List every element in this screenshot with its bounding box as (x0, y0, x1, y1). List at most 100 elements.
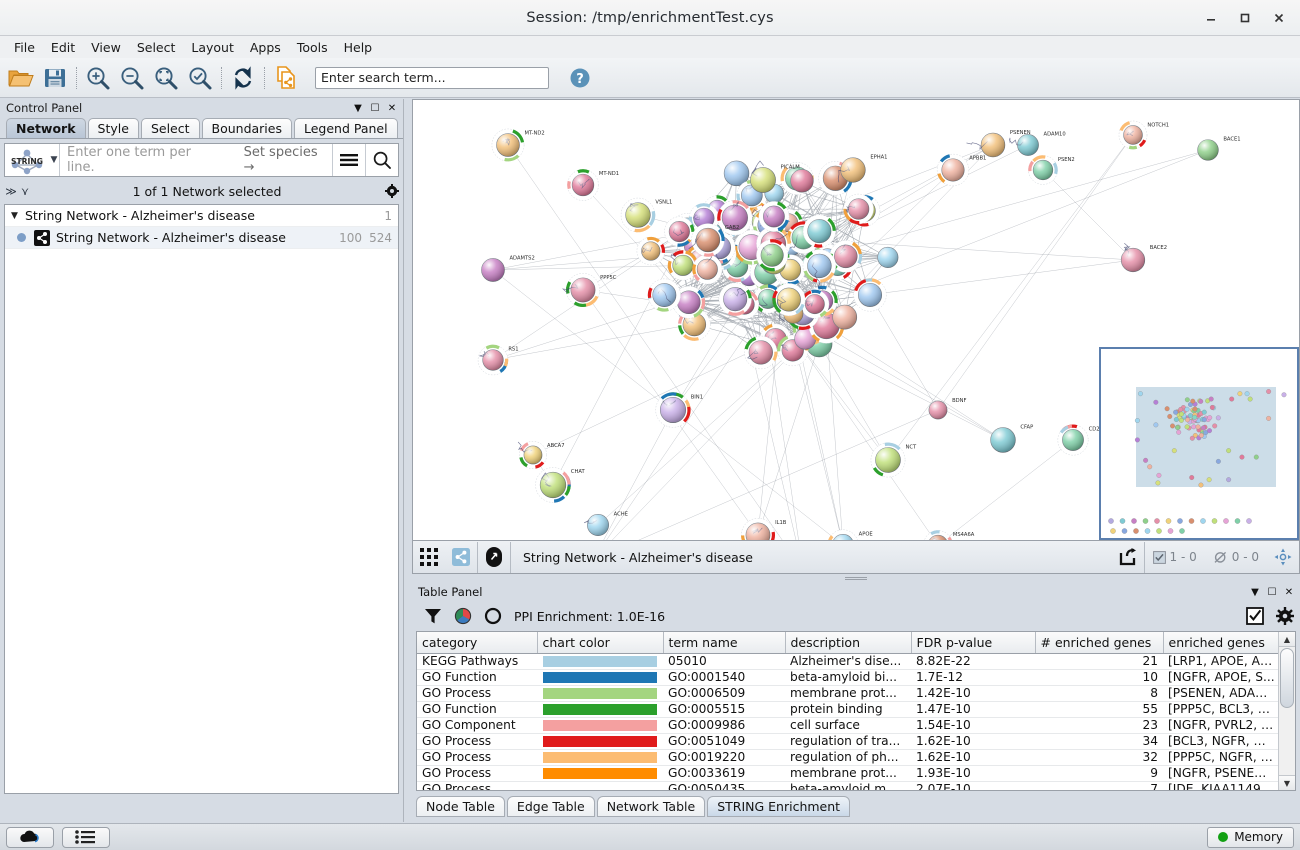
table-row[interactable]: KEGG Pathways 05010 Alzheimer's dise... 8.8… (417, 653, 1278, 670)
network-node[interactable] (1057, 424, 1089, 456)
table-row[interactable]: GO Process GO:0033619 membrane prot... 1.93… (417, 765, 1278, 782)
network-node[interactable] (583, 514, 609, 536)
tab-select[interactable]: Select (140, 118, 200, 138)
table-row[interactable]: GO Process GO:0006509 membrane prot... 1.42… (417, 685, 1278, 702)
filter-icon[interactable] (418, 602, 448, 630)
col-enriched-genes[interactable]: enriched genes (1163, 632, 1278, 654)
network-node[interactable] (750, 160, 776, 193)
network-navigator[interactable] (1099, 347, 1299, 540)
set-species-link[interactable]: Set species → (243, 145, 318, 175)
network-node[interactable] (794, 327, 817, 350)
tree-root-row[interactable]: ▼ String Network - Alzheimer's disease 1 (5, 205, 398, 227)
navigator-toggle-icon[interactable] (1267, 542, 1299, 573)
network-node[interactable] (1197, 139, 1219, 161)
network-node[interactable] (853, 278, 887, 312)
network-view-canvas[interactable]: MT-ND2 MT-ND1 VSNL1 GAB2 RS1 ABCA7 CHAT ACHE IL1… (412, 99, 1300, 541)
table-row[interactable]: GO Process GO:0019220 regulation of ph... 1… (417, 749, 1278, 766)
network-node[interactable] (481, 258, 505, 282)
tab-network[interactable]: Network (6, 118, 86, 138)
menu-layout[interactable]: Layout (191, 39, 234, 55)
checkbox-icon[interactable] (1240, 602, 1270, 630)
selected-count-chip[interactable]: 1 - 0 (1145, 550, 1205, 564)
vertical-splitter[interactable] (412, 574, 1300, 583)
hidden-count-chip[interactable]: 0 - 0 (1205, 550, 1267, 564)
table-vertical-scrollbar[interactable]: ▲ ▼ (1278, 632, 1295, 790)
network-node[interactable] (744, 335, 778, 370)
network-node[interactable] (1009, 134, 1039, 156)
menu-file[interactable]: File (14, 39, 35, 55)
col-term-name[interactable]: term name (663, 632, 786, 654)
task-list-icon[interactable] (62, 826, 110, 848)
save-icon[interactable] (38, 61, 72, 95)
menu-apps[interactable]: Apps (249, 39, 281, 55)
network-node[interactable] (772, 283, 806, 317)
tab-boundaries[interactable]: Boundaries (201, 118, 292, 138)
network-node[interactable] (936, 153, 970, 187)
twisty-expanded-icon[interactable]: ▼ (11, 210, 18, 221)
zoom-selected-icon[interactable] (183, 61, 217, 95)
network-node[interactable] (667, 250, 699, 281)
scroll-down-arrow-icon[interactable]: ▼ (1279, 775, 1295, 790)
grid-layout-icon[interactable] (413, 542, 445, 573)
zoom-out-icon[interactable] (115, 61, 149, 95)
string-logo-icon[interactable]: STRING (5, 144, 49, 176)
network-node[interactable] (756, 239, 789, 272)
network-graph[interactable]: MT-ND2 MT-ND1 VSNL1 GAB2 RS1 ABCA7 CHAT ACHE IL1… (413, 100, 1299, 540)
network-node[interactable] (837, 157, 866, 183)
tab-edge-table[interactable]: Edge Table (506, 796, 595, 817)
network-node[interactable] (688, 223, 725, 257)
cloud-icon[interactable] (6, 826, 54, 848)
col-enriched-count[interactable]: # enriched genes (1035, 632, 1164, 654)
network-node[interactable] (802, 214, 836, 248)
network-node[interactable] (877, 246, 899, 268)
float-panel-icon[interactable]: ☐ (370, 102, 380, 114)
network-node[interactable] (517, 441, 547, 469)
network-node[interactable] (924, 530, 953, 540)
network-node[interactable] (1118, 120, 1148, 150)
tab-node-table[interactable]: Node Table (416, 796, 505, 817)
table-row[interactable]: GO Function GO:0001540 beta-amyloid bi... 1… (417, 669, 1278, 686)
species-dropdown-caret-icon[interactable]: ▼ (50, 155, 58, 165)
col-category[interactable]: category (417, 632, 538, 654)
network-node[interactable] (828, 529, 859, 540)
network-node[interactable] (664, 216, 695, 247)
pie-chart-icon[interactable] (448, 602, 478, 630)
search-icon[interactable] (365, 144, 398, 176)
network-node[interactable] (636, 236, 666, 266)
menu-help[interactable]: Help (343, 39, 373, 55)
hamburger-icon[interactable] (332, 144, 365, 176)
refresh-layout-icon[interactable] (226, 61, 260, 95)
fit-to-window-icon[interactable] (149, 61, 183, 95)
menu-select[interactable]: Select (136, 39, 176, 55)
donut-chart-icon[interactable] (478, 602, 508, 630)
network-node[interactable] (562, 273, 600, 307)
annotation-tool-icon[interactable] (478, 542, 510, 573)
network-node[interactable] (672, 285, 706, 319)
network-node[interactable] (535, 467, 571, 503)
network-node[interactable] (928, 400, 948, 420)
menu-edit[interactable]: Edit (50, 39, 76, 55)
col-description[interactable]: description (785, 632, 912, 654)
tab-string-enrichment[interactable]: STRING Enrichment (707, 796, 851, 817)
network-node[interactable] (870, 442, 906, 478)
network-node[interactable] (758, 201, 790, 232)
network-node[interactable] (990, 427, 1016, 453)
network-node[interactable] (741, 518, 775, 540)
network-node[interactable] (647, 278, 681, 312)
export-view-icon[interactable] (1112, 542, 1144, 573)
network-node[interactable] (718, 282, 752, 316)
menu-tools[interactable]: Tools (296, 39, 328, 55)
network-node[interactable] (829, 240, 863, 273)
enrichment-table[interactable]: category chart color term name descripti… (416, 631, 1296, 791)
menu-view[interactable]: View (91, 39, 121, 55)
col-fdr-pvalue[interactable]: FDR p-value (911, 632, 1036, 654)
network-node[interactable] (655, 392, 691, 428)
scrollbar-thumb[interactable] (1280, 648, 1294, 708)
scroll-up-arrow-icon[interactable]: ▲ (1279, 632, 1295, 647)
network-node[interactable] (843, 193, 874, 225)
zoom-in-icon[interactable] (81, 61, 115, 95)
chevron-down-icon[interactable]: ▼ (354, 102, 362, 114)
network-node[interactable] (802, 249, 837, 290)
gear-icon[interactable] (385, 184, 399, 198)
network-node[interactable] (491, 128, 525, 162)
